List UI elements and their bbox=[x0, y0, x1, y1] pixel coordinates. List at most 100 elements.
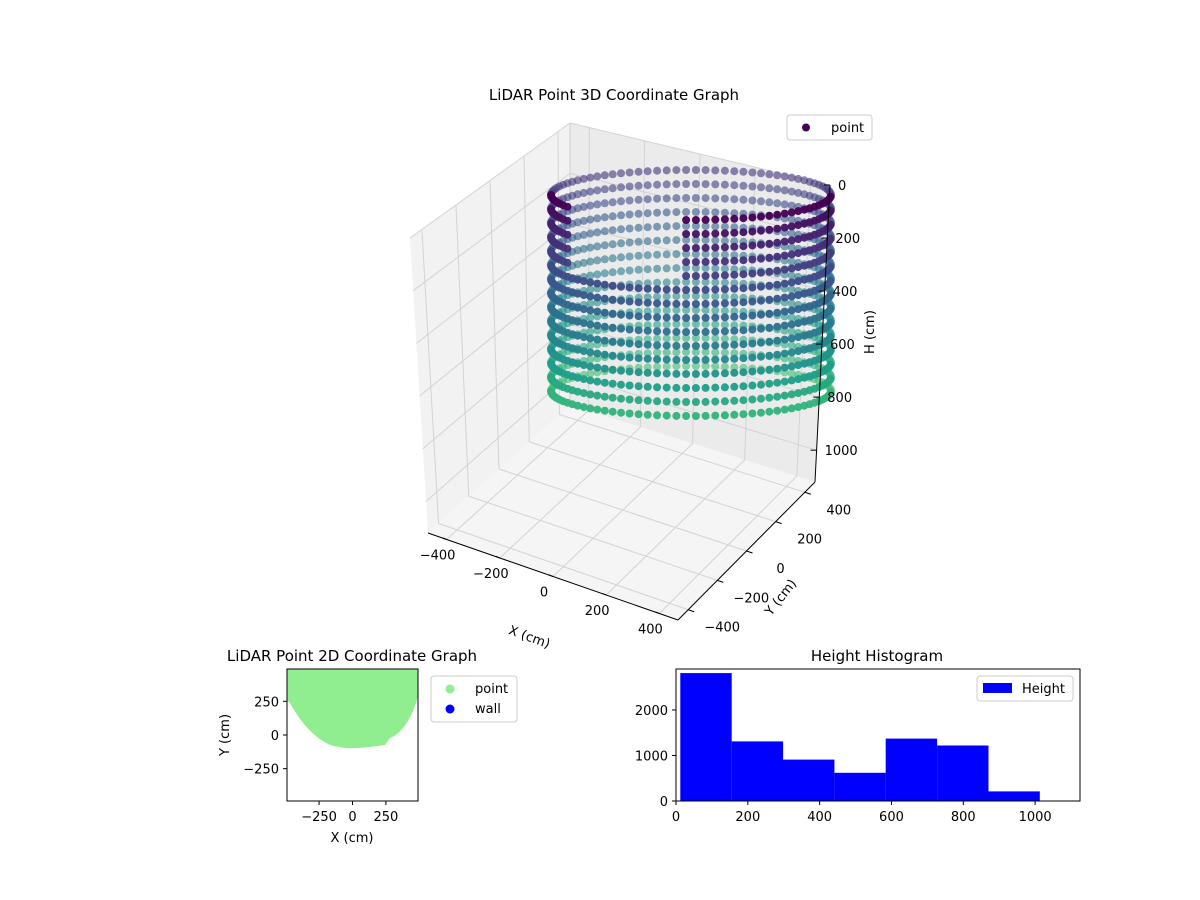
histogram-legend-label: Height bbox=[1022, 682, 1065, 697]
tick-label-z: 0 bbox=[838, 179, 846, 194]
lidar-point bbox=[625, 266, 634, 275]
lidar-point bbox=[794, 235, 803, 244]
lidar-point bbox=[608, 170, 617, 179]
lidar-point bbox=[617, 394, 625, 403]
lidar-point bbox=[730, 256, 739, 265]
lidar-point bbox=[672, 236, 681, 245]
lidar-point bbox=[608, 240, 617, 249]
lidar-point bbox=[691, 362, 700, 370]
tick-label-y: 200 bbox=[797, 533, 822, 548]
lidar-point bbox=[625, 252, 634, 261]
lidar-point bbox=[593, 307, 602, 316]
lidar-point bbox=[563, 216, 572, 225]
lidar-point bbox=[563, 258, 572, 267]
lidar-point bbox=[711, 236, 720, 245]
lidar-point bbox=[773, 171, 782, 180]
grid-z-left bbox=[412, 172, 571, 292]
lidar-point bbox=[600, 350, 609, 359]
lidar-point bbox=[653, 236, 662, 245]
lidar-point bbox=[682, 356, 691, 364]
lidar-point bbox=[739, 312, 748, 321]
lidar-point bbox=[691, 306, 700, 314]
lidar-point bbox=[765, 393, 774, 402]
lidar-point bbox=[765, 407, 774, 416]
lidar-point bbox=[691, 384, 700, 392]
lidar-point bbox=[608, 379, 617, 388]
lidar-point bbox=[730, 382, 739, 391]
lidar-point bbox=[653, 362, 662, 371]
chart-2d-ylabel: Y (cm) bbox=[218, 714, 233, 757]
lidar-point bbox=[691, 348, 700, 356]
lidar-point bbox=[748, 255, 757, 264]
lidar-point bbox=[600, 255, 609, 264]
lidar-point bbox=[711, 306, 720, 315]
lidar-point bbox=[625, 196, 634, 205]
lidar-point bbox=[691, 278, 700, 286]
lidar-point bbox=[701, 397, 710, 406]
tick-y bbox=[775, 521, 782, 525]
lidar-point bbox=[765, 267, 774, 276]
lidar-point bbox=[586, 173, 595, 182]
lidar-point bbox=[672, 222, 681, 231]
lidar-point bbox=[691, 314, 700, 322]
lidar-point bbox=[701, 250, 710, 259]
grid-y-wall bbox=[489, 180, 500, 470]
lidar-point bbox=[711, 180, 720, 189]
lidar-point bbox=[711, 348, 720, 357]
lidar-point bbox=[773, 336, 782, 345]
tick-label-hist-x: 0 bbox=[672, 810, 680, 825]
lidar-point bbox=[625, 182, 634, 191]
lidar-point bbox=[711, 411, 720, 420]
lidar-point bbox=[593, 377, 602, 386]
lidar-point bbox=[794, 249, 803, 258]
lidar-point bbox=[643, 237, 652, 246]
lidar-point bbox=[682, 180, 691, 188]
lidar-point bbox=[711, 299, 720, 308]
tick-label-2d-x: 250 bbox=[374, 810, 399, 825]
lidar-point bbox=[586, 390, 595, 399]
lidar-point bbox=[720, 369, 729, 378]
lidar-point bbox=[691, 250, 700, 258]
lidar-point bbox=[787, 299, 796, 308]
lidar-point bbox=[780, 186, 789, 195]
lidar-point bbox=[600, 294, 609, 303]
tick-label-y: 0 bbox=[776, 562, 784, 577]
lidar-point bbox=[682, 362, 691, 370]
lidar-point bbox=[800, 373, 809, 382]
lidar-point bbox=[593, 256, 602, 265]
lidar-point bbox=[625, 395, 634, 404]
lidar-point bbox=[579, 174, 588, 183]
lidar-point bbox=[662, 341, 671, 350]
lidar-point bbox=[794, 221, 803, 230]
lidar-point bbox=[730, 349, 739, 358]
lidar-point bbox=[787, 173, 796, 182]
lidar-point bbox=[586, 271, 595, 280]
lidar-point bbox=[634, 195, 643, 204]
lidar-point bbox=[773, 406, 782, 415]
lidar-point bbox=[701, 341, 710, 350]
lidar-point bbox=[643, 279, 652, 288]
lidar-point bbox=[662, 327, 671, 336]
lidar-point bbox=[634, 312, 643, 321]
lidar-point bbox=[720, 355, 729, 364]
lidar-point bbox=[701, 334, 710, 343]
chart-histogram: Height Histogram 0 200 400 600 800 1000 0 1000 2… bbox=[635, 647, 1081, 825]
lidar-point bbox=[720, 208, 729, 217]
lidar-point bbox=[691, 230, 700, 238]
lidar-point bbox=[711, 327, 720, 336]
lidar-point bbox=[787, 341, 796, 350]
histogram-axes-frame bbox=[675, 668, 1081, 802]
lidar-point bbox=[625, 311, 634, 320]
lidar-point bbox=[757, 408, 765, 417]
lidar-point bbox=[672, 194, 681, 203]
lidar-point bbox=[794, 174, 803, 183]
lidar-point bbox=[711, 334, 720, 343]
lidar-point bbox=[600, 227, 609, 236]
lidar-point bbox=[787, 355, 796, 364]
tick-label-x: 400 bbox=[638, 623, 663, 638]
lidar-point bbox=[593, 172, 602, 181]
lidar-point bbox=[711, 222, 720, 231]
lidar-point bbox=[730, 293, 739, 302]
tick-label-hist-x: 800 bbox=[951, 810, 976, 825]
lidar-point bbox=[643, 368, 652, 377]
